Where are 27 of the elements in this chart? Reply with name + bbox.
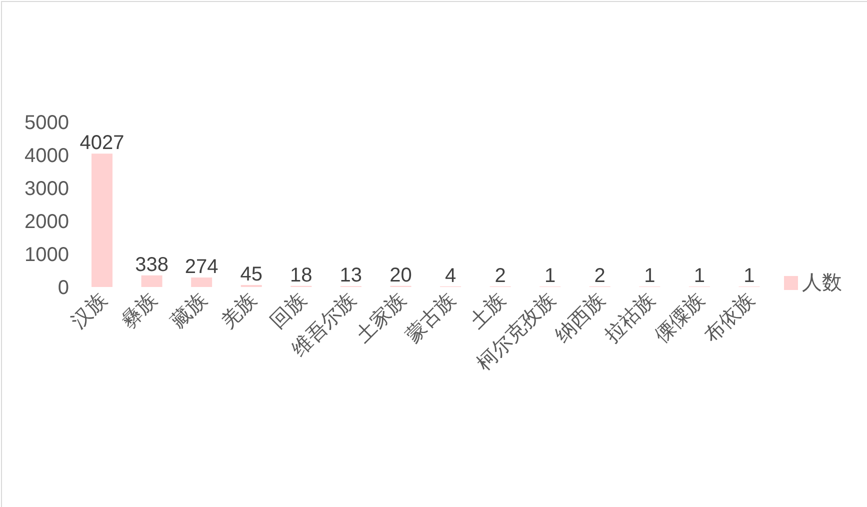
- y-tick-label: 2000: [24, 211, 69, 234]
- data-label: 338: [135, 254, 168, 276]
- data-label: 1: [744, 264, 755, 287]
- x-tick-label: 藏族: [166, 288, 211, 333]
- data-label: 1: [694, 264, 705, 287]
- data-label: 2: [594, 264, 606, 287]
- legend-label: 人数: [802, 270, 842, 294]
- y-tick-label: 3000: [24, 178, 69, 200]
- bar: [141, 275, 162, 287]
- y-tick-label: 4000: [24, 145, 69, 168]
- data-label: 18: [290, 264, 312, 286]
- y-tick-label: 1000: [24, 244, 69, 266]
- bar: [92, 154, 112, 287]
- data-label: 4: [444, 264, 456, 287]
- data-label: 45: [240, 264, 262, 286]
- bar: [191, 277, 212, 287]
- data-label: 1: [544, 264, 556, 287]
- data-label: 20: [390, 264, 412, 286]
- y-tick-label: 5000: [24, 112, 69, 134]
- data-label: 1: [644, 264, 656, 287]
- y-tick-label: 0: [58, 277, 69, 300]
- data-label: 13: [340, 264, 362, 287]
- x-tick-label: 羌族: [216, 288, 261, 333]
- data-label: 4027: [80, 132, 124, 154]
- data-label: 274: [184, 256, 218, 278]
- x-tick-label: 彝族: [116, 288, 162, 333]
- data-label: 2: [494, 264, 506, 287]
